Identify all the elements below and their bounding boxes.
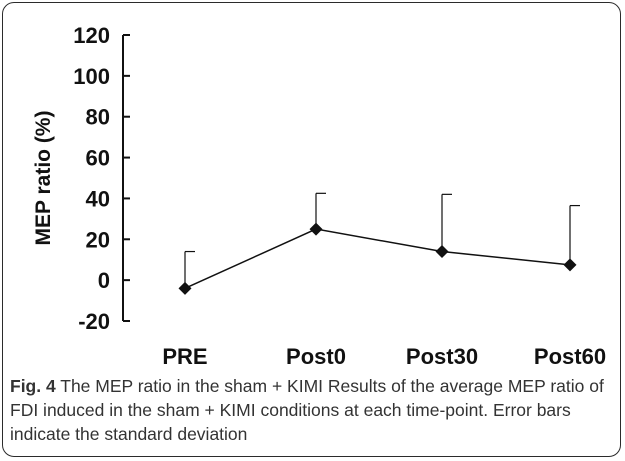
- y-tick-label: 20: [86, 227, 110, 252]
- series-line: [184, 228, 571, 289]
- x-category-label: PRE: [162, 344, 207, 369]
- x-category-label: Post0: [286, 344, 346, 369]
- x-category-label: Post60: [534, 344, 606, 369]
- data-point: [435, 245, 449, 259]
- data-point: [178, 281, 192, 295]
- data-point: [563, 258, 577, 272]
- y-tick-label: 60: [86, 146, 110, 171]
- y-tick-label: 120: [73, 23, 110, 48]
- y-tick-label: 0: [98, 268, 110, 293]
- y-axis-group: 120 100 80 60 40 20 0 -20 MEP ratio (%): [32, 23, 130, 334]
- x-category-label: Post30: [406, 344, 478, 369]
- figure-caption: Fig. 4 The MEP ratio in the sham + KIMI …: [10, 374, 610, 446]
- data-point: [309, 222, 323, 236]
- chart: 120 100 80 60 40 20 0 -20 MEP ratio (%) PRE Post0…: [32, 23, 606, 369]
- data-points: [178, 222, 577, 295]
- y-axis-title: MEP ratio (%): [32, 111, 55, 246]
- y-tick-label: 40: [86, 186, 110, 211]
- series-line-group: [184, 228, 571, 289]
- caption-label: Fig. 4: [10, 376, 56, 396]
- category-labels: PRE Post0 Post30 Post60: [162, 344, 606, 369]
- y-tick-label: 100: [73, 64, 110, 89]
- caption-text: The MEP ratio in the sham + KIMI Results…: [10, 376, 604, 444]
- y-tick-label: -20: [78, 309, 110, 334]
- y-tick-label: 80: [86, 105, 110, 130]
